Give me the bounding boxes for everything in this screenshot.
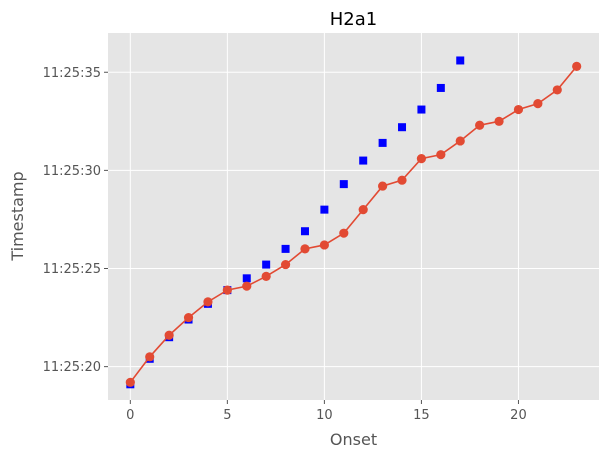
series-layer [125, 56, 582, 389]
data-point-circle [339, 228, 349, 238]
data-point-square [417, 105, 426, 114]
y-tick-label: 11:25:30 [43, 164, 101, 179]
data-point-circle [319, 240, 329, 250]
data-point-square [378, 138, 387, 147]
data-point-circle [145, 352, 155, 362]
x-tick-label: 5 [223, 408, 231, 423]
data-point-square [456, 56, 465, 65]
data-point-circle [261, 271, 271, 281]
x-ticks: 0 5 10 15 20 [126, 400, 527, 423]
x-axis-label: Onset [330, 430, 377, 449]
data-point-square [398, 123, 407, 132]
data-point-circle [164, 330, 174, 340]
data-point-circle [358, 205, 368, 215]
data-point-square [300, 227, 309, 236]
data-point-circle [222, 285, 232, 295]
data-point-circle [436, 150, 446, 160]
data-point-square [339, 180, 348, 189]
data-point-circle [280, 259, 291, 270]
data-point-circle [242, 281, 252, 291]
x-tick-label: 0 [126, 408, 134, 423]
data-point-square [320, 205, 329, 214]
data-point-square [262, 260, 271, 269]
data-point-circle [416, 154, 427, 164]
y-tick-label: 11:25:25 [43, 262, 101, 277]
data-point-circle [397, 175, 407, 185]
y-axis-label: Timestamp [8, 171, 27, 261]
data-point-circle [552, 85, 562, 95]
x-tick-label: 15 [413, 408, 430, 423]
grid [108, 33, 599, 400]
data-point-circle [300, 244, 310, 254]
data-point-square [436, 83, 445, 92]
data-point-square [281, 244, 290, 253]
data-point-circle [378, 181, 388, 191]
x-tick-label: 20 [510, 408, 527, 423]
plot-area [108, 33, 599, 400]
data-point-circle [125, 377, 135, 387]
data-point-circle [183, 312, 194, 323]
chart-title: H2a1 [330, 9, 377, 30]
data-point-circle [494, 116, 504, 126]
data-point-square [242, 274, 251, 283]
series-2 [125, 61, 582, 387]
data-point-square [359, 156, 368, 165]
x-tick-label: 10 [316, 408, 333, 423]
data-point-circle [475, 120, 485, 130]
data-point-circle [513, 104, 524, 115]
y-tick-label: 11:25:35 [43, 66, 101, 81]
y-ticks: 11:25:20 11:25:25 11:25:30 11:25:35 [43, 66, 108, 375]
data-point-circle [203, 297, 213, 307]
data-point-circle [572, 61, 582, 71]
y-tick-label: 11:25:20 [43, 360, 101, 375]
data-point-circle [455, 136, 465, 146]
data-point-circle [533, 99, 543, 109]
